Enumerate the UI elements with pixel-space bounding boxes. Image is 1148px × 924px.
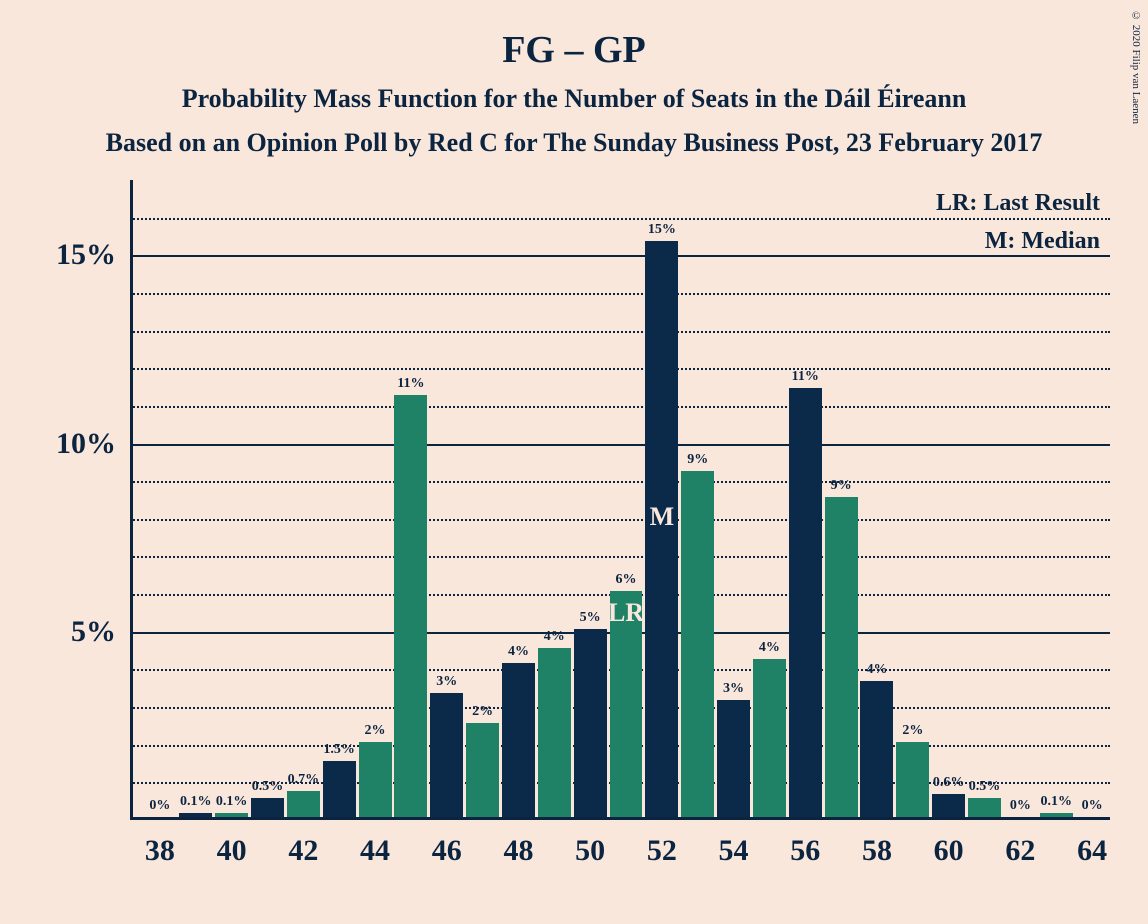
y-axis: [130, 180, 133, 820]
x-tick-label: 62: [990, 834, 1050, 868]
bar: [287, 791, 320, 817]
bar: [574, 629, 607, 817]
gridline-major: [130, 255, 1110, 257]
y-tick-label: 15%: [0, 238, 116, 272]
bar-value-label: 0%: [1062, 798, 1122, 814]
gridline-minor: [130, 331, 1110, 333]
gridline-minor: [130, 519, 1110, 521]
chart-title: FG – GP: [0, 28, 1148, 72]
bar: [789, 388, 822, 817]
bar: [825, 497, 858, 817]
x-tick-label: 38: [130, 834, 190, 868]
bar-value-label: 0.5%: [955, 779, 1015, 795]
marker-lr: LR: [601, 598, 651, 628]
bar-value-label: 3%: [417, 674, 477, 690]
x-tick-label: 48: [488, 834, 548, 868]
chart-canvas: © 2020 Filip van Laenen FG – GP Probabil…: [0, 0, 1148, 924]
bar-value-label: 9%: [811, 478, 871, 494]
chart-subtitle-2: Based on an Opinion Poll by Red C for Th…: [0, 128, 1148, 158]
bar: [717, 700, 750, 817]
x-tick-label: 54: [704, 834, 764, 868]
gridline-minor: [130, 218, 1110, 220]
x-tick-label: 60: [919, 834, 979, 868]
x-tick-label: 58: [847, 834, 907, 868]
gridline-minor: [130, 556, 1110, 558]
bar-value-label: 15%: [632, 222, 692, 238]
bar-value-label: 11%: [775, 369, 835, 385]
y-tick-label: 5%: [0, 615, 116, 649]
x-tick-label: 52: [632, 834, 692, 868]
bar: [359, 742, 392, 817]
bar-value-label: 2%: [883, 723, 943, 739]
bar-value-label: 11%: [381, 376, 441, 392]
x-tick-label: 42: [273, 834, 333, 868]
y-tick-label: 10%: [0, 427, 116, 461]
bar: [860, 681, 893, 817]
gridline-minor: [130, 481, 1110, 483]
x-tick-label: 56: [775, 834, 835, 868]
bar: [323, 761, 356, 817]
bar: [466, 723, 499, 817]
x-tick-label: 40: [202, 834, 262, 868]
marker-m: M: [637, 502, 687, 532]
bar-value-label: 9%: [668, 452, 728, 468]
gridline-minor: [130, 368, 1110, 370]
bar: [179, 813, 212, 817]
bar: [753, 659, 786, 817]
legend-lr: LR: Last Result: [936, 190, 1100, 217]
chart-subtitle-1: Probability Mass Function for the Number…: [0, 84, 1148, 114]
bar: [502, 663, 535, 817]
gridline-minor: [130, 406, 1110, 408]
bar: [215, 813, 248, 817]
bar: [538, 648, 571, 817]
gridline-minor: [130, 293, 1110, 295]
bar-value-label: 4%: [847, 662, 907, 678]
x-tick-label: 64: [1062, 834, 1122, 868]
bar: [251, 798, 284, 817]
x-axis: [130, 817, 1110, 820]
x-tick-label: 44: [345, 834, 405, 868]
x-tick-label: 50: [560, 834, 620, 868]
bar: [394, 395, 427, 817]
legend-m: M: Median: [985, 228, 1100, 255]
x-tick-label: 46: [417, 834, 477, 868]
plot-area: LR: Last Result M: Median 5%10%15%384042…: [130, 180, 1110, 820]
gridline-major: [130, 444, 1110, 446]
bar: [932, 794, 965, 817]
